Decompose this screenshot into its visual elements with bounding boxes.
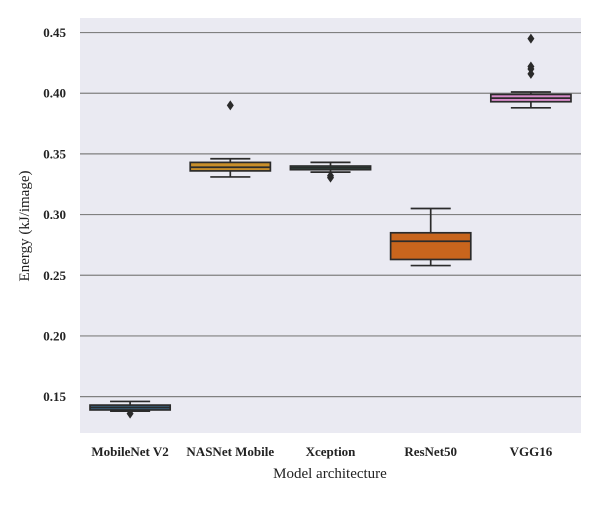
y-tick-label: 0.45 [43,25,66,40]
box-group [489,33,572,109]
box-group [289,161,372,183]
x-tick-labels: MobileNet V2 NASNet Mobile Xception ResNet5… [91,444,552,459]
x-tick-label: Xception [306,444,357,459]
y-tick-label: 0.35 [43,146,66,161]
plot-area-background [80,18,581,433]
y-tick-label: 0.25 [43,268,66,283]
outlier-point [527,33,535,44]
y-tick-label: 0.30 [43,207,66,222]
box-iqr [389,231,472,261]
box-group [189,100,272,178]
y-axis-title: Energy (kJ/image) [17,171,33,282]
x-axis-title: Model architecture [273,466,387,482]
box-group [89,400,172,419]
box-layer [89,33,572,419]
outlier-point [226,100,234,111]
x-tick-label: VGG16 [510,444,553,459]
outlier-point [327,172,334,183]
x-tick-label: NASNet Mobile [186,444,274,459]
y-tick-label: 0.40 [43,86,66,101]
box-group [389,207,472,267]
x-tick-label: ResNet50 [404,444,457,459]
outlier-point [527,61,535,72]
grid-layer [80,31,581,398]
y-tick-label: 0.15 [43,389,66,404]
y-tick-labels: 0.15 0.20 0.25 0.30 0.35 0.40 0.45 [43,25,66,404]
y-tick-label: 0.20 [43,328,66,343]
outlier-point [126,408,134,419]
x-tick-label: MobileNet V2 [91,444,168,459]
